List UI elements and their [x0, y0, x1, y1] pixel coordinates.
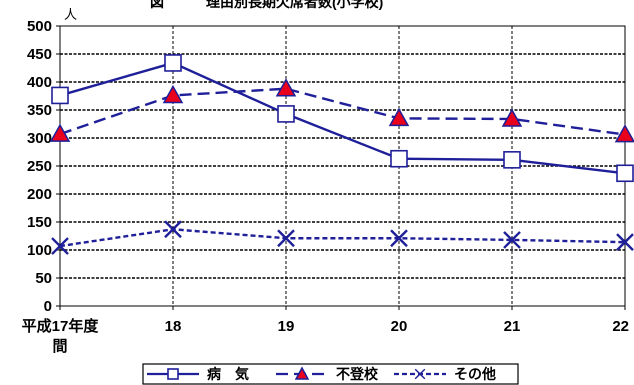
x-tick-label: 22	[612, 318, 629, 335]
legend-marker-2	[294, 366, 310, 380]
data-point-series-1	[277, 105, 295, 123]
data-point-series-1	[164, 54, 182, 72]
y-tick-label: 500	[27, 18, 52, 35]
y-tick-label: 150	[27, 214, 52, 231]
data-point-series-1	[390, 149, 408, 168]
data-point-series-2	[162, 84, 184, 104]
marker-stroke	[390, 229, 408, 248]
data-point-series-3	[616, 233, 634, 252]
x-tick-label: 19	[278, 318, 295, 335]
y-tick-label: 400	[27, 74, 52, 91]
y-tick-label: 0	[44, 298, 52, 315]
x-tick-label: 18	[165, 318, 182, 335]
y-tick-label: 300	[27, 130, 52, 147]
data-point-series-2	[49, 123, 71, 142]
legend-marker-3	[414, 368, 426, 380]
data-point-series-3	[503, 231, 521, 249]
legend-label-1: 病 気	[207, 366, 249, 382]
x-tick-label: 21	[504, 318, 521, 335]
legend-marker-1	[167, 368, 179, 380]
y-unit-label: 人	[64, 7, 77, 22]
x-tick-label: 20	[391, 318, 408, 335]
plot-area: 0 50 100 150 200 250 300 350 400 450 500 平成17年度間 18 1…	[22, 18, 634, 355]
chart-title: 図 理由別長期欠席者数(小学校)	[150, 0, 383, 10]
y-tick-label: 50	[35, 270, 52, 287]
data-point-series-1	[503, 151, 521, 169]
marker-stroke	[503, 231, 521, 249]
data-point-series-3	[277, 229, 295, 248]
series-line-2	[59, 87, 626, 136]
x-tick-label: 平成17年度間	[22, 317, 100, 355]
legend-label-2: 不登校	[336, 366, 379, 382]
series-line-3	[59, 228, 626, 248]
series-line-1	[59, 61, 626, 175]
legend: 病 気 不登校 その他	[142, 363, 519, 385]
data-point-series-3	[164, 220, 182, 239]
data-point-series-3	[390, 229, 408, 248]
marker-stroke	[164, 220, 182, 239]
marker-stroke	[277, 229, 295, 248]
marker-stroke	[616, 233, 634, 252]
data-point-series-2	[275, 78, 297, 97]
y-tick-label: 250	[27, 158, 52, 175]
y-tick-label: 450	[27, 46, 52, 63]
data-point-series-2	[501, 108, 523, 127]
data-point-series-2	[388, 107, 410, 127]
data-point-series-1	[616, 164, 634, 183]
marker-stroke	[51, 237, 69, 255]
y-tick-label: 100	[27, 242, 52, 259]
y-tick-label: 350	[27, 102, 52, 119]
y-tick-label: 200	[27, 186, 52, 203]
data-point-series-2	[614, 124, 634, 143]
legend-label-3: その他	[454, 366, 496, 382]
data-point-series-3	[51, 237, 69, 255]
marker-stroke	[414, 368, 426, 380]
plot-frame	[59, 25, 626, 307]
data-point-series-1	[51, 86, 69, 105]
